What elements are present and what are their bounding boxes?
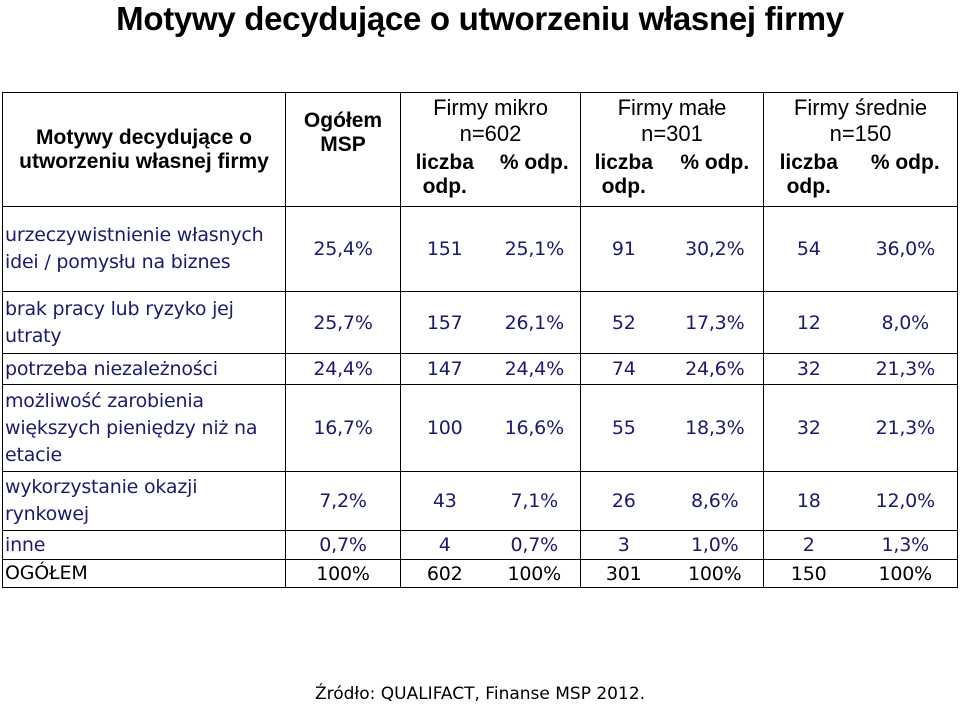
cell-srednie-count: 32 — [763, 353, 854, 385]
header-total-msp: Ogółem MSP — [285, 92, 401, 207]
cell-mikro-count: 602 — [400, 559, 489, 588]
sub-pct-srednie: % odp. — [853, 150, 958, 207]
cell-male-count: 3 — [580, 530, 667, 560]
cell-male-count: 55 — [580, 384, 667, 472]
cell-srednie-pct: 1,3% — [853, 530, 958, 560]
row-label: brak pracy lub ryzyko jej utraty — [2, 291, 286, 354]
cell-total-pct: 25,4% — [285, 206, 401, 292]
cell-mikro-pct: 7,1% — [488, 471, 581, 531]
cell-male-count: 74 — [580, 353, 667, 385]
cell-srednie-count: 32 — [763, 384, 854, 472]
header-firmy-mikro: Firmy mikro n=602 — [400, 92, 581, 151]
table-row-total: OGÓŁEM 100% 602 100% 301 100% 150 100% — [2, 559, 958, 588]
row-label: potrzeba niezależności — [2, 353, 286, 385]
table-row: urzeczywistnienie własnych idei / pomysł… — [2, 206, 958, 292]
cell-total-pct: 0,7% — [285, 530, 401, 560]
page-title: Motywy decydujące o utworzeniu własnej f… — [116, 0, 844, 37]
header-motive-column: Motywy decydujące o utworzeniu własnej f… — [2, 92, 286, 207]
table-row: wykorzystanie okazji rynkowej 7,2% 43 7,… — [2, 471, 958, 531]
cell-male-pct: 18,3% — [666, 384, 764, 472]
table-row: możliwość zarobienia większych pieniędzy… — [2, 384, 958, 472]
cell-srednie-pct: 36,0% — [853, 206, 958, 292]
cell-male-pct: 1,0% — [666, 530, 764, 560]
sub-pct-mikro: % odp. — [488, 150, 581, 207]
group-n: n=150 — [829, 121, 892, 146]
source-note: Źródło: QUALIFACT, Finanse MSP 2012. — [314, 684, 646, 704]
cell-mikro-pct: 0,7% — [488, 530, 581, 560]
motives-table: Motywy decydujące o utworzeniu własnej f… — [2, 92, 958, 588]
cell-total-pct: 100% — [285, 559, 401, 588]
cell-srednie-pct: 21,3% — [853, 353, 958, 385]
cell-mikro-pct: 24,4% — [488, 353, 581, 385]
table-row: brak pracy lub ryzyko jej utraty 25,7% 1… — [2, 291, 958, 354]
cell-male-count: 26 — [580, 471, 667, 531]
cell-male-pct: 24,6% — [666, 353, 764, 385]
cell-mikro-pct: 16,6% — [488, 384, 581, 472]
cell-total-pct: 24,4% — [285, 353, 401, 385]
sub-count-srednie: liczba odp. — [763, 150, 854, 207]
header-firmy-srednie: Firmy średnie n=150 — [763, 92, 958, 151]
header-firmy-male: Firmy małe n=301 — [580, 92, 764, 151]
cell-mikro-count: 147 — [400, 353, 489, 385]
cell-male-count: 91 — [580, 206, 667, 292]
cell-srednie-pct: 100% — [853, 559, 958, 588]
cell-male-count: 52 — [580, 291, 667, 354]
group-n: n=301 — [641, 121, 703, 146]
cell-total-pct: 7,2% — [285, 471, 401, 531]
sub-count-male: liczba odp. — [580, 150, 667, 207]
sub-pct-male: % odp. — [666, 150, 764, 207]
sub-count-mikro: liczba odp. — [400, 150, 489, 207]
cell-total-pct: 25,7% — [285, 291, 401, 354]
cell-srednie-pct: 21,3% — [853, 384, 958, 472]
cell-mikro-count: 4 — [400, 530, 489, 560]
cell-srednie-count: 54 — [763, 206, 854, 292]
cell-mikro-pct: 100% — [488, 559, 581, 588]
group-name: Firmy małe — [617, 95, 727, 120]
cell-srednie-count: 2 — [763, 530, 854, 560]
cell-srednie-count: 18 — [763, 471, 854, 531]
cell-male-pct: 8,6% — [666, 471, 764, 531]
row-label: możliwość zarobienia większych pieniędzy… — [2, 384, 286, 472]
cell-male-count: 301 — [580, 559, 667, 588]
cell-male-pct: 17,3% — [666, 291, 764, 354]
cell-mikro-pct: 25,1% — [488, 206, 581, 292]
cell-srednie-pct: 12,0% — [853, 471, 958, 531]
group-name: Firmy średnie — [793, 95, 928, 120]
table-row: inne 0,7% 4 0,7% 3 1,0% 2 1,3% — [2, 530, 958, 560]
cell-male-pct: 100% — [666, 559, 764, 588]
table-row: potrzeba niezależności 24,4% 147 24,4% 7… — [2, 353, 958, 385]
row-label: OGÓŁEM — [2, 559, 286, 588]
cell-srednie-count: 150 — [763, 559, 854, 588]
group-n: n=602 — [459, 121, 522, 146]
cell-mikro-pct: 26,1% — [488, 291, 581, 354]
row-label: wykorzystanie okazji rynkowej — [2, 471, 286, 531]
cell-mikro-count: 151 — [400, 206, 489, 292]
row-label: inne — [2, 530, 286, 560]
cell-srednie-count: 12 — [763, 291, 854, 354]
cell-srednie-pct: 8,0% — [853, 291, 958, 354]
cell-mikro-count: 100 — [400, 384, 489, 472]
cell-mikro-count: 43 — [400, 471, 489, 531]
cell-total-pct: 16,7% — [285, 384, 401, 472]
cell-male-pct: 30,2% — [666, 206, 764, 292]
cell-mikro-count: 157 — [400, 291, 489, 354]
row-label: urzeczywistnienie własnych idei / pomysł… — [2, 206, 286, 292]
group-name: Firmy mikro — [433, 95, 548, 120]
